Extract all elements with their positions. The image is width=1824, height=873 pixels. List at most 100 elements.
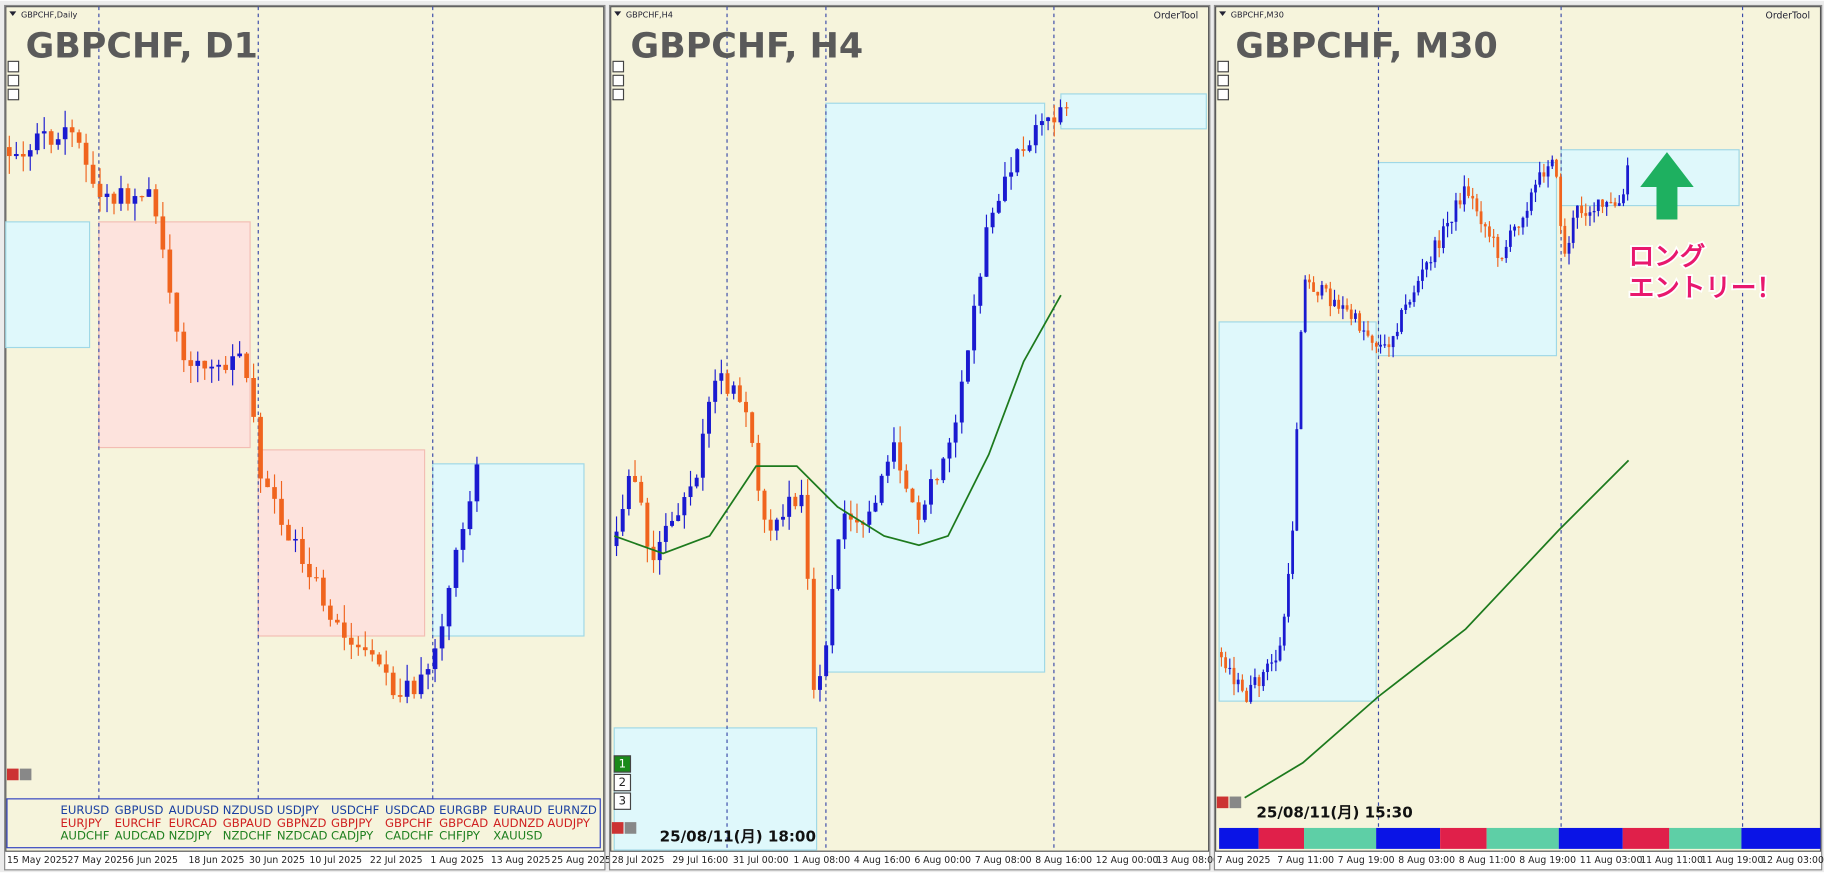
trade-button[interactable]: [624, 822, 637, 834]
symbol-link[interactable]: AUDUSD: [169, 803, 219, 817]
candle-body: [744, 401, 748, 413]
candle-body: [1374, 342, 1378, 347]
candle-body: [1270, 662, 1274, 664]
candle-body: [639, 481, 644, 503]
candle-body: [725, 373, 730, 394]
candle-body: [1416, 280, 1420, 293]
timeframe-button[interactable]: [613, 792, 632, 810]
symbol-link[interactable]: GBPCAD: [439, 816, 488, 830]
candle-body: [1580, 205, 1583, 214]
candle-body: [1441, 226, 1445, 249]
trade-button[interactable]: [6, 768, 19, 781]
symbol-link[interactable]: EURNZD: [547, 803, 597, 817]
symbol-link[interactable]: USDCAD: [385, 803, 435, 817]
symbol-link[interactable]: AUDNZD: [493, 816, 544, 830]
symbol-link[interactable]: EURCHF: [115, 816, 162, 830]
symbol-link[interactable]: EURGBP: [439, 803, 487, 817]
scale-button[interactable]: [7, 88, 20, 101]
zone-box: [613, 727, 818, 851]
candle-body: [1253, 677, 1257, 685]
candle-body: [1287, 573, 1290, 617]
trade-button[interactable]: [611, 822, 624, 834]
candle-body: [1021, 149, 1026, 151]
candle-body: [1429, 262, 1433, 264]
symbol-link[interactable]: NZDCHF: [223, 829, 272, 843]
symbol-link[interactable]: CHFJPY: [439, 829, 481, 843]
symbol-link[interactable]: EURCAD: [169, 816, 217, 830]
candle-body: [251, 378, 256, 417]
scale-button[interactable]: [7, 74, 20, 87]
scale-button[interactable]: [612, 74, 625, 87]
symbol-link[interactable]: GBPJPY: [331, 816, 373, 830]
candle-body: [818, 676, 822, 690]
zone-box: [1060, 93, 1207, 130]
candle-body: [842, 513, 847, 540]
candle-body: [160, 216, 166, 250]
candle-body: [1571, 217, 1575, 243]
candle-body: [13, 153, 19, 157]
timeframe-button[interactable]: [613, 755, 632, 773]
zone-box: [257, 449, 426, 637]
candle-body: [1240, 679, 1244, 691]
candle-body: [167, 249, 173, 293]
session-bar: [1440, 827, 1487, 849]
candle-body: [750, 412, 755, 443]
symbol-link[interactable]: USDJPY: [277, 803, 320, 817]
candle-body: [1354, 313, 1357, 319]
candle-body: [990, 212, 995, 228]
symbol-link[interactable]: XAUUSD: [493, 829, 542, 843]
symbol-link[interactable]: AUDCHF: [60, 829, 109, 843]
symbol-link[interactable]: CADCHF: [385, 829, 434, 843]
candle-body: [216, 364, 222, 367]
candle-body: [1058, 107, 1063, 123]
trade-button[interactable]: [19, 768, 32, 781]
scale-button[interactable]: [1217, 88, 1229, 101]
symbol-link[interactable]: GBPCHF: [385, 816, 433, 830]
trade-button[interactable]: [1229, 796, 1242, 809]
time-label: 6 Jun 2025: [128, 855, 178, 866]
candle-body: [682, 497, 687, 516]
timeframe-button[interactable]: [613, 773, 632, 792]
candle-body: [265, 478, 270, 488]
time-label: 4 Aug 16:00: [854, 855, 911, 866]
symbol-link[interactable]: EURAUD: [493, 803, 542, 817]
time-label: 7 Aug 19:00: [1338, 855, 1395, 866]
trade-button[interactable]: [1216, 796, 1229, 809]
symbol-link[interactable]: GBPNZD: [277, 816, 327, 830]
symbol-link[interactable]: GBPAUD: [223, 816, 272, 830]
symbol-link[interactable]: USDCHF: [331, 803, 380, 817]
scale-button[interactable]: [1217, 60, 1229, 73]
time-label: 18 Jun 2025: [188, 855, 244, 866]
symbol-link[interactable]: AUDJPY: [547, 816, 591, 830]
candle-body: [965, 350, 970, 382]
symbol-link[interactable]: NZDJPY: [169, 829, 213, 843]
candle-body: [1303, 279, 1307, 332]
time-label: 13 Aug 08:00: [1156, 855, 1219, 866]
candle-body: [1496, 236, 1500, 258]
symbol-link[interactable]: CADJPY: [331, 829, 374, 843]
candle-body: [1379, 344, 1382, 347]
scale-button[interactable]: [7, 60, 20, 73]
symbol-link[interactable]: GBPUSD: [115, 803, 164, 817]
candle-body: [181, 331, 187, 361]
candle-body: [688, 486, 693, 498]
timestamp: 25/08/11(月) 15:30: [1256, 803, 1412, 821]
scale-button[interactable]: [612, 88, 625, 101]
candle-body: [34, 133, 40, 151]
symbol-link[interactable]: EURUSD: [60, 803, 109, 817]
candle-body: [146, 189, 152, 197]
scale-button[interactable]: [612, 60, 625, 73]
symbol-link[interactable]: NZDCAD: [277, 829, 328, 843]
symbol-link[interactable]: NZDUSD: [223, 803, 273, 817]
candle-body: [355, 644, 361, 648]
entry-arrow: [1640, 152, 1694, 220]
candle-body: [1261, 672, 1265, 687]
symbol-link[interactable]: EURJPY: [60, 816, 102, 830]
scale-button[interactable]: [1217, 74, 1229, 87]
symbol-link[interactable]: AUDCAD: [115, 829, 165, 843]
annotation: ロング: [1629, 242, 1706, 272]
candle-body: [928, 479, 933, 505]
candle-body: [1387, 344, 1391, 348]
zone-box: [98, 221, 251, 449]
candle-body: [1316, 291, 1320, 296]
